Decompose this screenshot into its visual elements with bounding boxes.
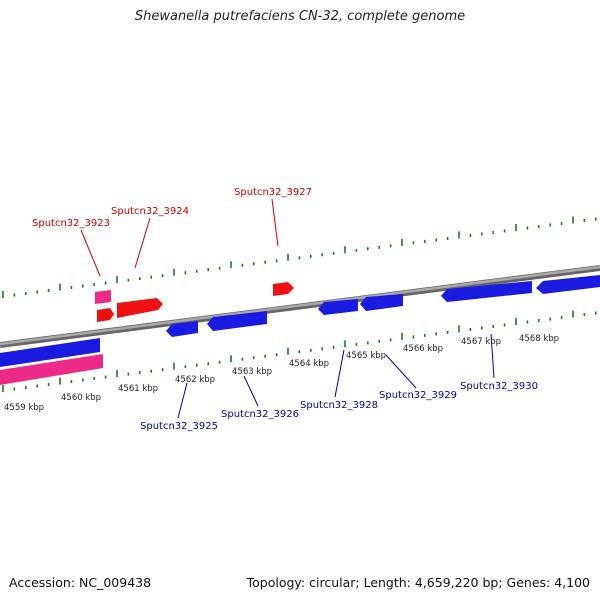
connector-3926: [243, 375, 259, 407]
label-sputcn32-3927[interactable]: Sputcn32_3927: [234, 187, 312, 198]
forward-strand-genes: [95, 282, 294, 322]
connector-3929: [385, 354, 417, 389]
label-sputcn32-3928[interactable]: Sputcn32_3928: [300, 400, 378, 411]
label-sputcn32-3924[interactable]: Sputcn32_3924: [111, 206, 189, 217]
connector-3925: [177, 382, 188, 419]
connector-3927: [271, 198, 279, 247]
gene-sputcn32-3924[interactable]: [117, 298, 163, 318]
gene-pink-small[interactable]: [95, 290, 111, 304]
map-title: Shewanella putrefaciens CN-32, complete …: [134, 9, 466, 24]
reverse-strand-genes: [0, 275, 600, 385]
scale-label: 4565 kbp: [346, 351, 386, 361]
accession-text: Accession: NC_009438: [9, 575, 152, 590]
label-sputcn32-3923[interactable]: Sputcn32_3923: [32, 218, 110, 229]
scale-label: 4560 kbp: [61, 393, 101, 403]
reverse-gene-labels: Sputcn32_3925 Sputcn32_3926 Sputcn32_392…: [140, 381, 538, 432]
scale-label: 4559 kbp: [4, 403, 44, 413]
forward-gene-labels: Sputcn32_3923 Sputcn32_3924 Sputcn32_392…: [32, 187, 312, 229]
connector-3923: [80, 229, 101, 277]
scale-labels: 4559 kbp 4560 kbp 4561 kbp 4562 kbp 4563…: [4, 334, 559, 413]
label-sputcn32-3930[interactable]: Sputcn32_3930: [460, 381, 538, 392]
gene-sputcn32-3925[interactable]: [166, 321, 198, 337]
gene-left-blue[interactable]: [0, 338, 100, 367]
outer-tick-ring: [2, 216, 597, 298]
gene-sputcn32-3926[interactable]: [207, 311, 267, 331]
scale-label: 4562 kbp: [175, 375, 215, 385]
scale-label: 4567 kbp: [461, 337, 501, 347]
scale-label: 4566 kbp: [403, 344, 443, 354]
scale-label: 4563 kbp: [232, 367, 272, 377]
gene-sputcn32-3927[interactable]: [273, 282, 294, 296]
inner-tick-ring: [2, 310, 597, 392]
scale-label: 4568 kbp: [519, 334, 559, 344]
label-sputcn32-3929[interactable]: Sputcn32_3929: [379, 390, 457, 401]
label-connectors: [80, 198, 495, 419]
backbone: [0, 265, 600, 348]
scale-label: 4564 kbp: [289, 359, 329, 369]
scale-label: 4561 kbp: [118, 384, 158, 394]
gene-sputcn32-3928[interactable]: [318, 299, 358, 315]
gene-sputcn32-3929[interactable]: [360, 294, 403, 311]
connector-3928: [334, 349, 345, 398]
gene-sputcn32-3923[interactable]: [97, 308, 114, 322]
connector-3930: [490, 333, 495, 379]
label-sputcn32-3925[interactable]: Sputcn32_3925: [140, 421, 218, 432]
genome-summary-text: Topology: circular; Length: 4,659,220 bp…: [246, 575, 590, 590]
gene-right-blue[interactable]: [536, 275, 600, 294]
connector-3924: [134, 217, 151, 269]
feature-pink-band[interactable]: [0, 354, 103, 385]
gene-sputcn32-3930[interactable]: [441, 281, 532, 302]
label-sputcn32-3926[interactable]: Sputcn32_3926: [221, 409, 299, 420]
